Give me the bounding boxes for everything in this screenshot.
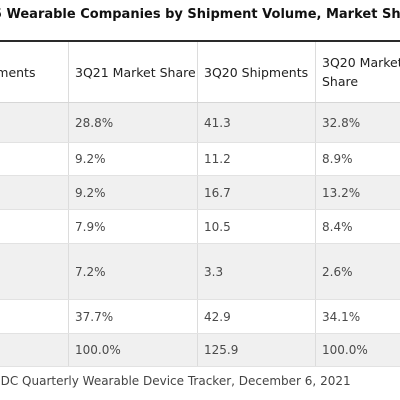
company-cell [0, 142, 69, 176]
share-3q20-cell: 34.1% [315, 299, 400, 334]
share-3q21-cell: 9.2% [68, 142, 198, 176]
table-header: Shipments 3Q21 Market Share 3Q20 Shipmen… [0, 40, 400, 103]
share-3q20-cell: 32.8% [315, 102, 400, 143]
share-3q21-cell: 9.2% [68, 175, 198, 210]
shipments-3q20-cell: 10.5 [197, 209, 316, 244]
share-3q21-cell: 7.2% [68, 243, 198, 300]
table-row: 37.7% 42.9 34.1% [0, 299, 400, 334]
source-note: Source: IDC Quarterly Wearable Device Tr… [0, 374, 351, 388]
header-row: Shipments 3Q21 Market Share 3Q20 Shipmen… [0, 40, 400, 103]
share-3q20-cell: 8.9% [315, 142, 400, 176]
share-3q21-cell: 28.8% [68, 102, 198, 143]
share-3q20-cell: 13.2% [315, 175, 400, 210]
shipments-3q20-cell: 41.3 [197, 102, 316, 143]
table-row: 100.0% 125.9 100.0% [0, 333, 400, 367]
company-cell [0, 299, 69, 334]
shipments-table-container: Shipments 3Q21 Market Share 3Q20 Shipmen… [0, 40, 400, 367]
share-3q21-cell: 37.7% [68, 299, 198, 334]
company-cell [0, 243, 69, 300]
shipments-3q20-cell: 42.9 [197, 299, 316, 334]
header-3q20-market-share: 3Q20 Market Share [315, 40, 400, 103]
header-company-shipments: Shipments [0, 40, 69, 103]
shipments-table: Shipments 3Q21 Market Share 3Q20 Shipmen… [0, 40, 400, 367]
table-row: 7.9% 10.5 8.4% [0, 209, 400, 244]
share-3q20-cell: 100.0% [315, 333, 400, 367]
company-cell [0, 209, 69, 244]
share-3q21-cell: 100.0% [68, 333, 198, 367]
shipments-3q20-cell: 16.7 [197, 175, 316, 210]
shipments-3q20-cell: 3.3 [197, 243, 316, 300]
header-3q21-market-share: 3Q21 Market Share [68, 40, 198, 103]
company-cell [0, 102, 69, 143]
company-cell [0, 175, 69, 210]
company-cell [0, 333, 69, 367]
table-body: 28.8% 41.3 32.8% 9.2% 11.2 8.9% 9.2% 16.… [0, 102, 400, 367]
share-3q20-cell: 2.6% [315, 243, 400, 300]
table-row: 9.2% 16.7 13.2% [0, 175, 400, 210]
shipments-3q20-cell: 11.2 [197, 142, 316, 176]
table-row: 9.2% 11.2 8.9% [0, 142, 400, 176]
shipments-3q20-cell: 125.9 [197, 333, 316, 367]
header-3q20-shipments: 3Q20 Shipments [197, 40, 316, 103]
share-3q21-cell: 7.9% [68, 209, 198, 244]
table-row: 7.2% 3.3 2.6% [0, 243, 400, 300]
table-row: 28.8% 41.3 32.8% [0, 102, 400, 143]
share-3q20-cell: 8.4% [315, 209, 400, 244]
table-title: Top 5 Wearable Companies by Shipment Vol… [0, 7, 400, 22]
